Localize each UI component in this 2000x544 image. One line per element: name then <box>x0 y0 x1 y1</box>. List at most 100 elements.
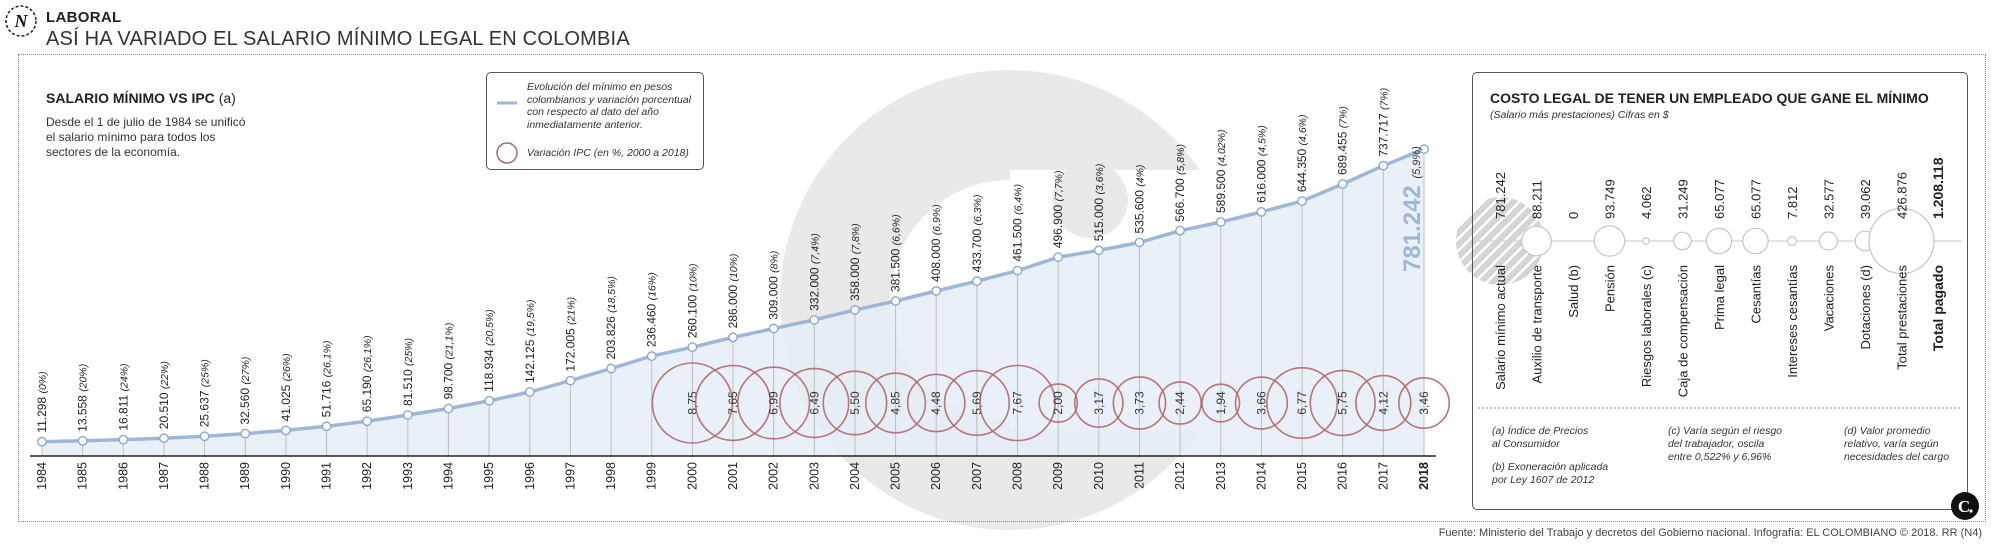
salary-value-label: 13.558 (20%) <box>76 364 90 432</box>
ipc-bubble <box>1266 366 1339 439</box>
cost-category-label: Prima legal <box>1712 265 1727 330</box>
cost-value-label: 31.249 <box>1676 179 1691 219</box>
cost-bubble <box>1705 227 1733 255</box>
salary-value-label: 309.000 (8%) <box>767 251 781 320</box>
x-tick-label: 2017 <box>1376 462 1390 490</box>
salary-point <box>971 276 982 287</box>
ipc-value-label: 6,77 <box>1295 391 1309 415</box>
salary-point <box>646 351 657 362</box>
cost-bubble <box>1818 231 1839 251</box>
cost-category-label: Vacaciones <box>1822 265 1837 332</box>
salary-value-label: 358.000 (7,8%) <box>848 223 862 301</box>
salary-amount: 32.560 <box>238 385 252 425</box>
cost-bubble <box>1868 207 1935 275</box>
source-credit: Fuente: Ministerio del Trabajo y decreto… <box>1438 527 1982 539</box>
ipc-bubble <box>651 362 734 444</box>
x-tick-label: 1993 <box>401 462 415 490</box>
salary-value-label: 535.600 (4%) <box>1132 165 1146 234</box>
cost-category-label: Dotaciones (d) <box>1858 265 1873 350</box>
x-tick-label: 1997 <box>563 462 577 490</box>
el-colombiano-logo-icon: C <box>1951 492 1979 520</box>
salary-amount: 98.700 <box>441 359 455 399</box>
cost-category-label: Cesantías <box>1749 265 1764 324</box>
cost-value-label: 0 <box>1566 212 1581 219</box>
x-tick-label: 2013 <box>1214 462 1228 490</box>
salary-pct: (0%) <box>37 371 49 393</box>
salary-value-label: 172.005 (21%) <box>563 297 577 372</box>
salary-amount: 203.826 <box>604 313 618 360</box>
ipc-value-label: 3,17 <box>1092 391 1106 415</box>
section-label: LABORAL <box>46 9 122 26</box>
note-c: (c) Varía según el riesgo del trabajador… <box>1668 425 1782 463</box>
cost-value-label: 65.077 <box>1712 179 1727 219</box>
salary-value-label: 81.510 (25%) <box>401 338 415 406</box>
salary-pct: (4,5%) <box>1256 125 1268 156</box>
salary-value-label: 433.700 (6,3%) <box>970 195 984 273</box>
salary-pct: (26,1%) <box>322 341 334 378</box>
ipc-bubble <box>906 373 966 433</box>
content-frame <box>18 54 1986 522</box>
salary-value-label: 11.298 (0%) <box>35 371 49 432</box>
legend-circle-swatch <box>496 142 518 164</box>
salary-pct: (24%) <box>118 363 130 391</box>
salary-point <box>768 323 779 334</box>
salary-point <box>728 332 738 343</box>
highlight-2018: 781.242 (5,9%) <box>1399 146 1426 272</box>
x-tick-label: 2000 <box>685 462 699 490</box>
ipc-value-label: 2,44 <box>1173 391 1187 415</box>
x-tick-label: 2016 <box>1336 462 1350 490</box>
ipc-value-label: 7,65 <box>726 391 740 415</box>
salary-pct: (18,5%) <box>606 276 618 313</box>
salary-value-label: 41.025 (26%) <box>279 353 293 421</box>
salary-amount: 172.005 <box>563 325 577 372</box>
salary-amount: 358.000 <box>848 254 862 301</box>
salary-pct: (4,6%) <box>1297 114 1309 145</box>
cost-category-label: Total prestaciones <box>1895 265 1910 370</box>
x-tick-label: 1999 <box>645 462 659 490</box>
salary-point <box>1419 144 1429 155</box>
salary-pct: (10%) <box>728 254 740 282</box>
cost-category-label: Total pagado <box>1930 265 1946 351</box>
cost-value-label: 426.876 <box>1895 172 1910 219</box>
salary-amount: 689.455 <box>1336 128 1350 175</box>
salary-pct: (5,8%) <box>1175 144 1187 175</box>
x-tick-label: 2011 <box>1132 462 1146 489</box>
cost-bubble <box>1673 231 1692 251</box>
ipc-bubble <box>1073 378 1124 428</box>
salary-point <box>1297 196 1307 207</box>
salary-point <box>1175 225 1186 236</box>
salary-pct: (7%) <box>1378 88 1390 110</box>
ipc-value-label: 2,00 <box>1051 391 1065 415</box>
x-tick-label: 2005 <box>889 462 903 490</box>
salary-point <box>1215 217 1226 227</box>
cost-value-label: 781.242 <box>1493 172 1508 219</box>
cost-bubble <box>1742 227 1769 255</box>
salary-amount: 65.190 <box>360 372 374 412</box>
salary-amount: 616.000 <box>1254 156 1268 203</box>
salary-pct: (6,4%) <box>1013 184 1025 215</box>
salary-pct: (21,1%) <box>443 323 455 360</box>
salary-value-label: 51.716 (26,1%) <box>320 341 334 418</box>
salary-point <box>321 421 332 432</box>
salary-pct: (19,5%) <box>525 300 537 337</box>
x-tick-label: 2004 <box>848 462 862 490</box>
x-tick-label: 2015 <box>1295 462 1309 490</box>
salary-value-label: 286.000 (10%) <box>726 254 740 329</box>
cost-category-label: Auxilio de transporte <box>1530 265 1545 384</box>
x-tick-label: 2002 <box>767 462 781 490</box>
salary-amount: 515.000 <box>1092 195 1106 242</box>
cost-panel-chart: 781.242 Salario mínimo actual 88.211 Auxili… <box>1456 157 1962 409</box>
x-tick-label: 1998 <box>604 462 618 490</box>
salary-point <box>159 433 169 444</box>
salary-pct: (26%) <box>281 353 293 381</box>
salary-value-label: 515.000 (3,6%) <box>1092 164 1106 242</box>
cost-panel <box>1472 72 1968 510</box>
cost-bubble <box>1521 225 1552 257</box>
chart-title: SALARIO MÍNIMO VS IPC (a) <box>46 90 236 106</box>
x-tick-label: 1995 <box>482 462 496 490</box>
salary-value-label: 142.125 (19,5%) <box>523 300 537 383</box>
salary-pct: (26,1%) <box>362 335 374 372</box>
x-tick-label: 1985 <box>76 462 90 490</box>
cost-value-label: 32.577 <box>1822 179 1837 219</box>
